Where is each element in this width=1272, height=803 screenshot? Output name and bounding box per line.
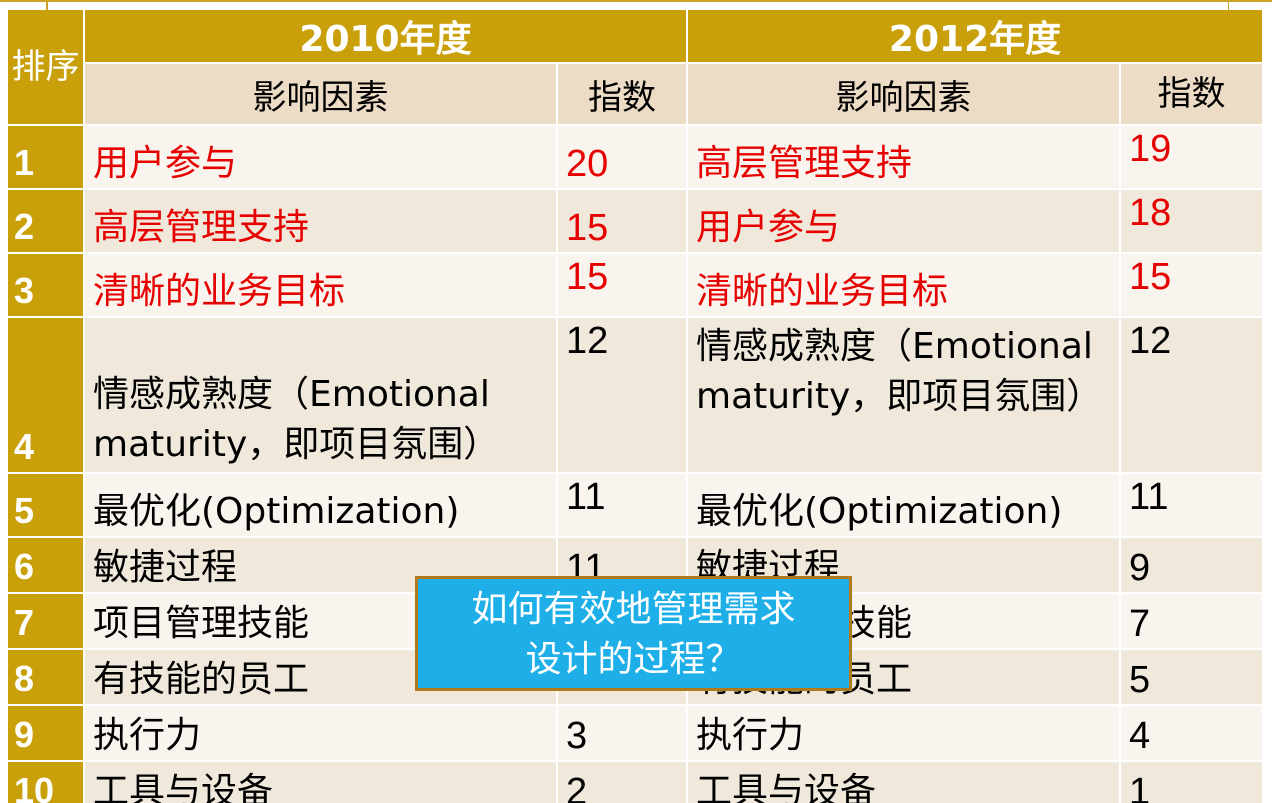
table-row: 8 有技能的员工 有技能的员工 5 (8, 650, 1265, 706)
index-2010: 2 (558, 762, 689, 803)
rank-column-header: 排序 (8, 10, 85, 126)
right-decoration-tick (1228, 0, 1229, 10)
factor-2010: 高层管理支持 (85, 190, 558, 254)
rank-number: 10 (8, 762, 85, 803)
index-2010: 3 (558, 706, 689, 762)
factor-2010: 用户参与 (85, 126, 558, 190)
index-2012: 1 (1121, 762, 1265, 803)
index-2012-header: 指数 (1121, 64, 1265, 126)
index-2010: 15 (558, 254, 689, 318)
factor-2010: 情感成熟度（Emotional maturity，即项目氛围） (85, 318, 558, 474)
index-2012: 18 (1121, 190, 1265, 254)
callout-line-2: 设计的过程？ (525, 639, 742, 680)
top-decoration-line (0, 0, 1272, 2)
rank-number: 6 (8, 538, 85, 594)
left-decoration-tick (46, 0, 48, 10)
index-2010: 20 (558, 126, 689, 190)
factor-2012: 执行力 (688, 706, 1122, 762)
table-row: 3 清晰的业务目标 15 清晰的业务目标 15 (8, 254, 1265, 318)
year-2010-header: 2010年度 (85, 10, 689, 64)
factor-2010: 清晰的业务目标 (85, 254, 558, 318)
factor-2012: 清晰的业务目标 (688, 254, 1122, 318)
table-row: 6 敏捷过程 11 敏捷过程 9 (8, 538, 1265, 594)
rank-number: 1 (8, 126, 85, 190)
factor-2010: 最优化(Optimization) (85, 474, 558, 538)
index-2010-header: 指数 (558, 64, 689, 126)
factor-2010-header: 影响因素 (85, 64, 558, 126)
index-2012: 4 (1121, 706, 1265, 762)
index-2010: 15 (558, 190, 689, 254)
index-2012: 7 (1121, 594, 1265, 650)
index-2012: 19 (1121, 126, 1265, 190)
index-2012: 11 (1121, 474, 1265, 538)
rank-number: 8 (8, 650, 85, 706)
rank-number: 2 (8, 190, 85, 254)
factor-2012: 高层管理支持 (688, 126, 1122, 190)
table-row: 10 工具与设备 2 工具与设备 1 (8, 762, 1265, 803)
index-2012: 15 (1121, 254, 1265, 318)
factor-2012: 情感成熟度（Emotional maturity，即项目氛围） (688, 318, 1122, 474)
factor-2012-header: 影响因素 (688, 64, 1122, 126)
rank-number: 4 (8, 318, 85, 474)
table-row: 2 高层管理支持 15 用户参与 18 (8, 190, 1265, 254)
table-row: 1 用户参与 20 高层管理支持 19 (8, 126, 1265, 190)
question-callout: 如何有效地管理需求 设计的过程？ (415, 576, 852, 691)
factor-2012: 工具与设备 (688, 762, 1122, 803)
callout-line-1: 如何有效地管理需求 (471, 589, 796, 630)
factor-2010: 执行力 (85, 706, 558, 762)
factor-2012: 最优化(Optimization) (688, 474, 1122, 538)
table-row: 4 情感成熟度（Emotional maturity，即项目氛围） 12 情感成… (8, 318, 1265, 474)
year-header-row: 排序 2010年度 2012年度 (8, 10, 1265, 126)
index-2010: 12 (558, 318, 689, 474)
table-row: 5 最优化(Optimization) 11 最优化(Optimization)… (8, 474, 1265, 538)
rank-number: 5 (8, 474, 85, 538)
index-2012: 12 (1121, 318, 1265, 474)
rank-number: 3 (8, 254, 85, 318)
rank-number: 9 (8, 706, 85, 762)
index-2010: 11 (558, 474, 689, 538)
index-2012: 9 (1121, 538, 1265, 594)
table-row: 9 执行力 3 执行力 4 (8, 706, 1265, 762)
index-2012: 5 (1121, 650, 1265, 706)
rank-number: 7 (8, 594, 85, 650)
factor-2010: 工具与设备 (85, 762, 558, 803)
factor-2012: 用户参与 (688, 190, 1122, 254)
column-header-row: 影响因素 指数 影响因素 指数 (8, 64, 1265, 126)
year-2012-header: 2012年度 (688, 10, 1265, 64)
